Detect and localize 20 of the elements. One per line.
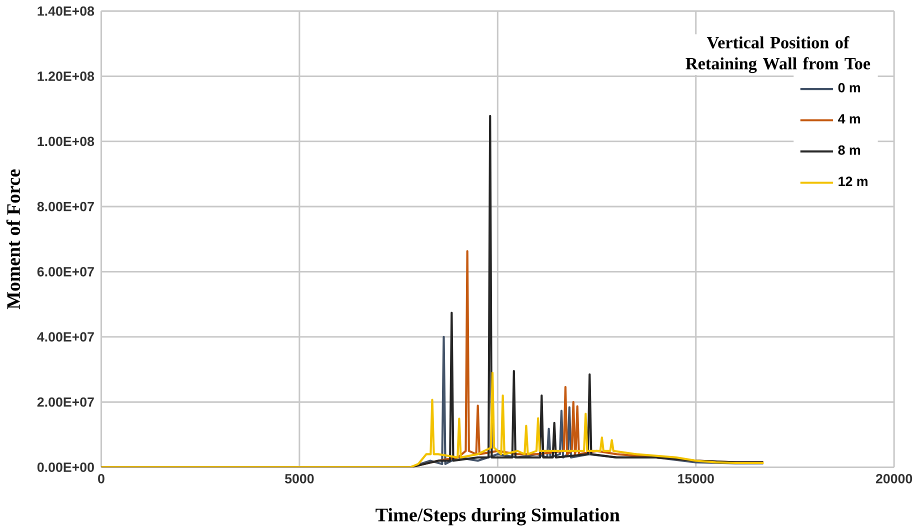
legend-label: 4 m	[838, 114, 860, 124]
legend-label: 8 m	[838, 145, 860, 155]
y-tick-label: 4.00E+07	[37, 332, 94, 342]
y-tick-label: 1.00E+08	[38, 136, 94, 146]
y-tick-label: 2.00E+07	[37, 397, 94, 407]
y-tick-label: 0.00E+00	[37, 462, 94, 472]
y-tick-label: 6.00E+07	[37, 267, 94, 277]
x-tick-label: 20000	[876, 474, 912, 484]
legend-title: Vertical Position of Retaining Wall from Toe	[686, 36, 870, 74]
x-tick-label: 5000	[285, 474, 314, 484]
y-tick-label: 8.00E+07	[37, 202, 94, 212]
legend-label: 12 m	[838, 176, 868, 186]
y-tick-label: 1.40E+08	[38, 6, 94, 16]
x-tick-label: 0	[98, 474, 104, 484]
x-axis-title: Time/Steps during Simulation	[376, 508, 620, 526]
x-tick-label: 15000	[678, 474, 714, 484]
y-tick-label: 1.20E+08	[38, 72, 94, 82]
legend-label: 0 m	[838, 83, 860, 92]
x-tick-label: 10000	[480, 474, 516, 484]
y-axis-title: Moment of Force	[6, 169, 20, 310]
